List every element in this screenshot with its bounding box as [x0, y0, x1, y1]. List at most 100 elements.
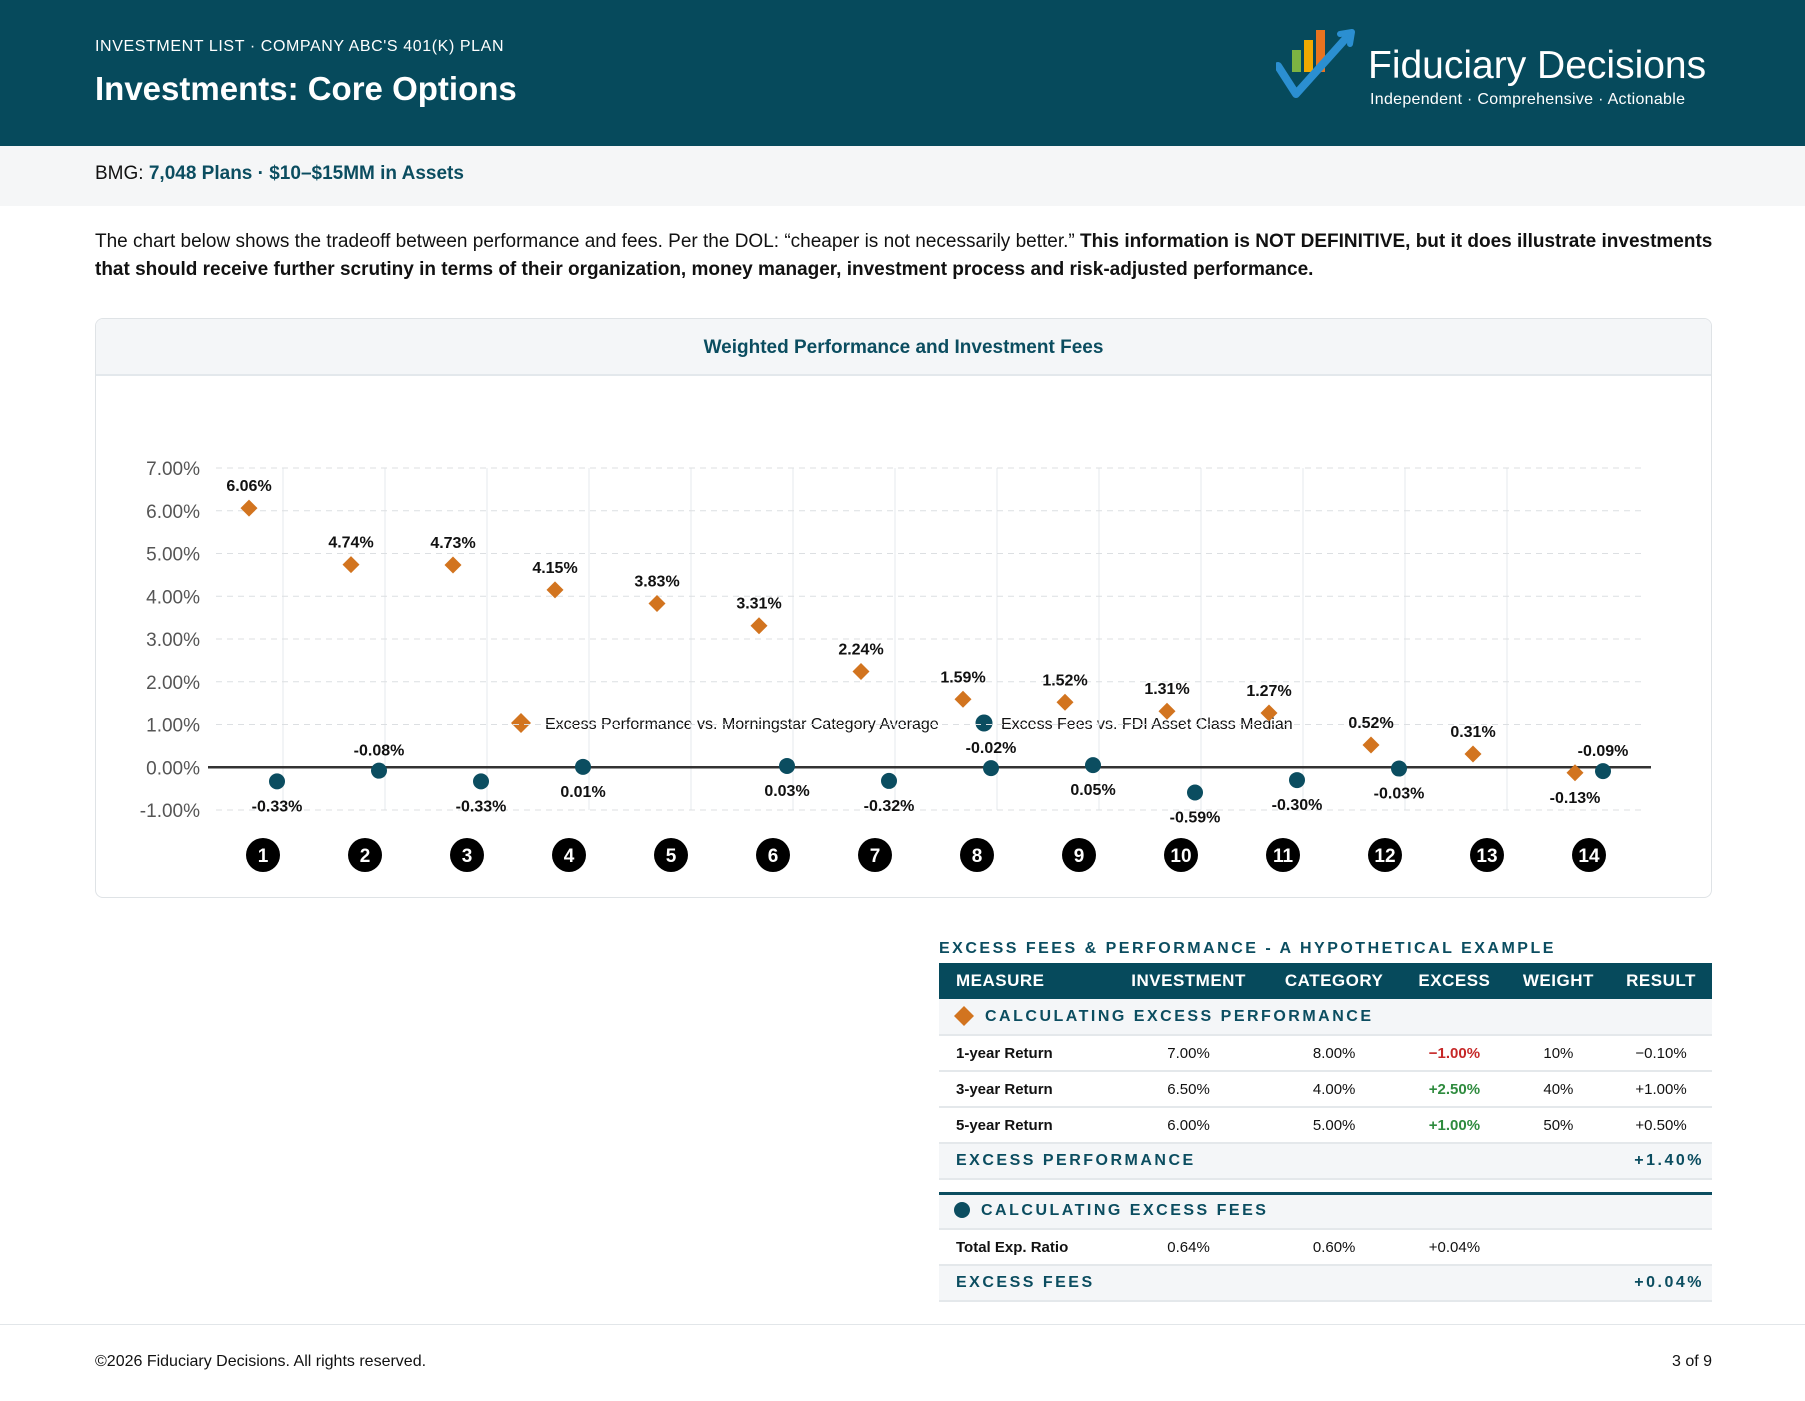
fee-section-text: CALCULATING EXCESS FEES [981, 1202, 1269, 1220]
legend-label-fees: Excess Fees vs. FDI Asset Class Median [1001, 716, 1293, 733]
table-row: 3-year Return 6.50% 4.00% +2.50% 40% +1.… [939, 1071, 1712, 1108]
row-weight: 40% [1506, 1071, 1611, 1108]
fee-point [1085, 757, 1101, 774]
col-result: RESULT [1610, 963, 1712, 999]
performance-data-label: 1.31% [1144, 681, 1189, 698]
row-category: 5.00% [1266, 1107, 1403, 1144]
row-weight: 50% [1506, 1107, 1611, 1144]
category-label: 12 [1374, 846, 1395, 867]
logo-tagline: Independent · Comprehensive · Actionable [1370, 91, 1686, 108]
category-label: 6 [768, 846, 779, 867]
row-weight [1506, 1229, 1611, 1266]
performance-data-label: 4.74% [328, 535, 373, 552]
performance-point [750, 617, 768, 635]
category-label: 2 [360, 846, 371, 867]
fee-point [1391, 760, 1407, 777]
fee-point [1595, 763, 1611, 780]
benchmark-value: 7,048 Plans · $10–$15MM in Assets [148, 163, 464, 184]
perf-section-label: CALCULATING EXCESS PERFORMANCE [939, 999, 1712, 1036]
performance-data-label: 1.27% [1246, 683, 1291, 700]
y-tick-label: -1.00% [140, 801, 200, 822]
footer-copyright: ©2026 Fiduciary Decisions. All rights re… [95, 1353, 427, 1370]
category-badge [246, 838, 280, 872]
example-title: EXCESS FEES & PERFORMANCE - A HYPOTHETIC… [939, 940, 1556, 957]
perf-total-label: EXCESS PERFORMANCE [939, 1143, 1611, 1180]
performance-point [648, 595, 666, 613]
row-excess: +2.50% [1402, 1071, 1507, 1108]
row-category: 0.60% [1266, 1229, 1403, 1266]
category-badge [450, 838, 484, 872]
perf-total-row: EXCESS PERFORMANCE +1.40% [939, 1143, 1712, 1180]
category-label: 10 [1170, 846, 1191, 867]
performance-data-label: 1.59% [940, 669, 985, 686]
diamond-icon [954, 1005, 974, 1026]
fee-total-row: EXCESS FEES +0.04% [939, 1265, 1712, 1302]
fee-point [983, 760, 999, 777]
legend-label-performance: Excess Performance vs. Morningstar Categ… [545, 716, 939, 733]
y-tick-label: 2.00% [146, 673, 200, 694]
performance-point [1056, 693, 1074, 711]
fee-section-label: CALCULATING EXCESS FEES [939, 1193, 1712, 1230]
y-tick-label: 7.00% [146, 459, 200, 480]
perf-section-text: CALCULATING EXCESS PERFORMANCE [985, 1007, 1374, 1025]
category-badge [348, 838, 382, 872]
row-result: +1.00% [1610, 1071, 1712, 1108]
example-header-row: MEASURE INVESTMENT CATEGORY EXCESS WEIGH… [939, 963, 1712, 999]
category-label: 4 [564, 846, 575, 867]
fee-data-label: -0.33% [456, 798, 507, 815]
performance-data-label: 1.52% [1042, 672, 1087, 689]
row-investment: 6.00% [1111, 1107, 1267, 1144]
fee-total-label: EXCESS FEES [939, 1265, 1611, 1302]
fee-data-label: -0.30% [1272, 797, 1323, 814]
row-measure: 3-year Return [939, 1071, 1111, 1108]
row-measure: 5-year Return [939, 1107, 1111, 1144]
y-tick-label: 5.00% [146, 545, 200, 566]
performance-data-label: 3.31% [736, 596, 781, 613]
performance-data-label: 4.73% [430, 535, 475, 552]
fee-data-label: -0.09% [1578, 743, 1629, 760]
fee-point [269, 773, 285, 790]
page-header: INVESTMENT LIST · COMPANY ABC'S 401(K) P… [0, 0, 1805, 146]
fee-point [1187, 784, 1203, 801]
category-label: 3 [462, 846, 473, 867]
row-result [1610, 1229, 1712, 1266]
table-row: 5-year Return 6.00% 5.00% +1.00% 50% +0.… [939, 1107, 1712, 1144]
performance-data-label: 6.06% [226, 478, 271, 495]
intro-paragraph: The chart below shows the tradeoff betwe… [95, 228, 1715, 284]
performance-point [1158, 702, 1176, 720]
fee-data-label: -0.32% [864, 798, 915, 815]
category-badge [1470, 838, 1504, 872]
fee-data-label: -0.33% [252, 798, 303, 815]
table-row: Total Exp. Ratio 0.64% 0.60% +0.04% [939, 1229, 1712, 1266]
circle-icon [954, 1202, 970, 1219]
y-tick-label: 4.00% [146, 587, 200, 608]
category-label: 9 [1074, 846, 1085, 867]
fee-point [881, 772, 897, 789]
performance-data-label: -0.13% [1550, 790, 1601, 807]
row-excess: +0.04% [1402, 1229, 1507, 1266]
row-category: 4.00% [1266, 1071, 1403, 1108]
fee-point [371, 762, 387, 779]
fee-data-label: -0.03% [1374, 786, 1425, 803]
fee-data-label: 0.03% [764, 783, 809, 800]
section-divider [939, 1179, 1712, 1195]
row-weight: 10% [1506, 1035, 1611, 1072]
category-badge [1062, 838, 1096, 872]
perf-total-value: +1.40% [1610, 1143, 1712, 1180]
performance-point [342, 556, 360, 574]
category-badge [654, 838, 688, 872]
col-excess: EXCESS [1402, 963, 1507, 999]
col-category: CATEGORY [1266, 963, 1403, 999]
fee-total-value: +0.04% [1610, 1265, 1712, 1302]
col-investment: INVESTMENT [1111, 963, 1267, 999]
row-excess: +1.00% [1402, 1107, 1507, 1144]
category-label: 8 [972, 846, 983, 867]
performance-point [852, 662, 870, 680]
category-badge [858, 838, 892, 872]
performance-point [954, 690, 972, 708]
performance-point [240, 499, 258, 517]
performance-data-label: 4.15% [532, 560, 577, 577]
fee-data-label: -0.59% [1170, 809, 1221, 826]
perf-section-row: CALCULATING EXCESS PERFORMANCE [939, 999, 1712, 1036]
page-number: 3 of 9 [1671, 1353, 1712, 1370]
